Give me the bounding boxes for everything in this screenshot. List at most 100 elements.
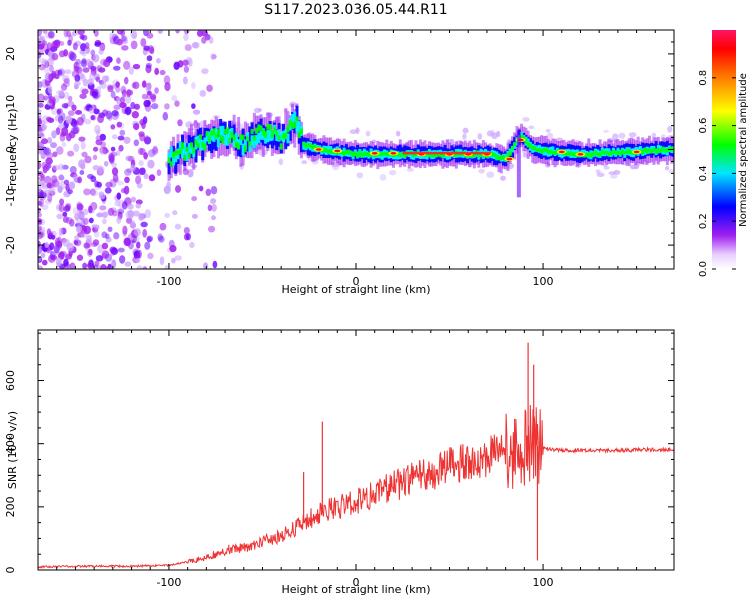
noise-speckle (117, 135, 125, 141)
ridge-core (221, 136, 225, 144)
ridge-band (299, 128, 303, 153)
noise-speckle (210, 185, 218, 195)
ridge-inner (297, 121, 301, 134)
noise-speckle (143, 136, 152, 145)
noise-speckle (56, 213, 64, 220)
ridge-core (497, 155, 501, 161)
ridge-inner (259, 131, 263, 140)
colorbar: 0.0 0.2 0.4 0.6 0.8 Normalized spectral ampl… (698, 30, 749, 277)
noise-speckle (49, 65, 54, 73)
noise-speckle (142, 266, 148, 269)
ridge-core (308, 143, 312, 148)
noise-speckle (94, 224, 100, 230)
noise-speckle (135, 175, 142, 185)
noise-speckle (668, 169, 674, 174)
noise-speckle (72, 42, 78, 51)
spectrogram-xtick-label: 0 (353, 275, 360, 288)
snr-ytick-label: 400 (4, 433, 17, 454)
noise-speckle (478, 168, 485, 174)
noise-speckle (596, 172, 605, 178)
ridge-core (257, 124, 261, 132)
noise-speckle (154, 67, 160, 76)
noise-speckle (130, 164, 136, 172)
noise-speckle (63, 91, 70, 99)
noise-speckle (57, 185, 63, 194)
ridge-core (380, 152, 384, 156)
noise-speckle (114, 200, 121, 207)
noise-speckle (95, 139, 103, 146)
ridge-core (273, 127, 277, 133)
noise-speckle (133, 103, 141, 110)
noise-speckle (67, 189, 73, 195)
noise-speckle (198, 185, 204, 192)
noise-speckle (42, 30, 48, 34)
noise-speckle (92, 239, 100, 246)
ridge-band (203, 128, 207, 146)
noise-speckle (83, 188, 91, 196)
noise-speckle (38, 113, 42, 119)
noise-speckle (107, 207, 115, 216)
noise-speckle (72, 173, 79, 182)
colorbar-gradient (712, 30, 736, 269)
noise-speckle (163, 75, 171, 85)
noise-speckle (135, 199, 143, 205)
noise-speckle (63, 102, 69, 109)
ridge-inner (535, 145, 539, 152)
ridge-core (248, 141, 252, 147)
noise-speckle (128, 66, 134, 75)
noise-speckle (177, 119, 183, 127)
noise-speckle (73, 239, 79, 245)
noise-speckle (91, 90, 99, 99)
noise-speckle (84, 118, 92, 125)
noise-speckle (86, 262, 95, 269)
noise-speckle (65, 115, 73, 124)
ridge-inner (181, 147, 185, 159)
ridge-core (609, 150, 613, 156)
ridge-core (522, 135, 526, 141)
noise-speckle (210, 198, 217, 205)
noise-speckle (115, 149, 121, 157)
noise-speckle (38, 43, 45, 50)
noise-speckle (651, 132, 657, 138)
ridge-inner (243, 139, 247, 150)
noise-speckle (58, 163, 65, 171)
noise-speckle (75, 109, 83, 115)
noise-speckle (48, 231, 54, 240)
noise-speckle (67, 39, 72, 46)
noise-speckle (141, 120, 146, 130)
noise-speckle (41, 154, 46, 160)
ridge-halo (178, 145, 182, 175)
ridge-core (400, 151, 404, 157)
noise-speckle (201, 30, 208, 37)
noise-speckle (278, 158, 284, 166)
noise-speckle (95, 255, 104, 262)
noise-speckle (86, 248, 93, 257)
noise-speckle (132, 81, 140, 90)
noise-speckle (56, 108, 62, 116)
noise-speckle (110, 90, 116, 99)
noise-speckle (82, 208, 89, 216)
noise-speckle (95, 135, 101, 142)
ridge-core (369, 153, 373, 158)
noise-speckle (45, 164, 50, 172)
noise-speckle (75, 216, 84, 226)
noise-speckle (157, 30, 163, 34)
ridge-core (519, 134, 523, 140)
ridge-core (569, 151, 573, 156)
noise-speckle (155, 58, 161, 64)
ridge-core (650, 149, 654, 154)
ridge-core (544, 147, 548, 152)
noise-speckle (156, 169, 162, 177)
noise-speckle (146, 235, 154, 243)
noise-speckle (110, 247, 119, 255)
noise-speckle (528, 125, 535, 130)
noise-speckle (84, 42, 90, 50)
noise-speckle (52, 164, 60, 171)
ridge-core (172, 151, 176, 159)
noise-speckle (184, 44, 192, 51)
noise-speckle (629, 164, 636, 170)
noise-speckle (124, 176, 130, 184)
noise-speckle (172, 210, 178, 216)
noise-speckle (147, 252, 154, 260)
noise-speckle (111, 167, 119, 176)
